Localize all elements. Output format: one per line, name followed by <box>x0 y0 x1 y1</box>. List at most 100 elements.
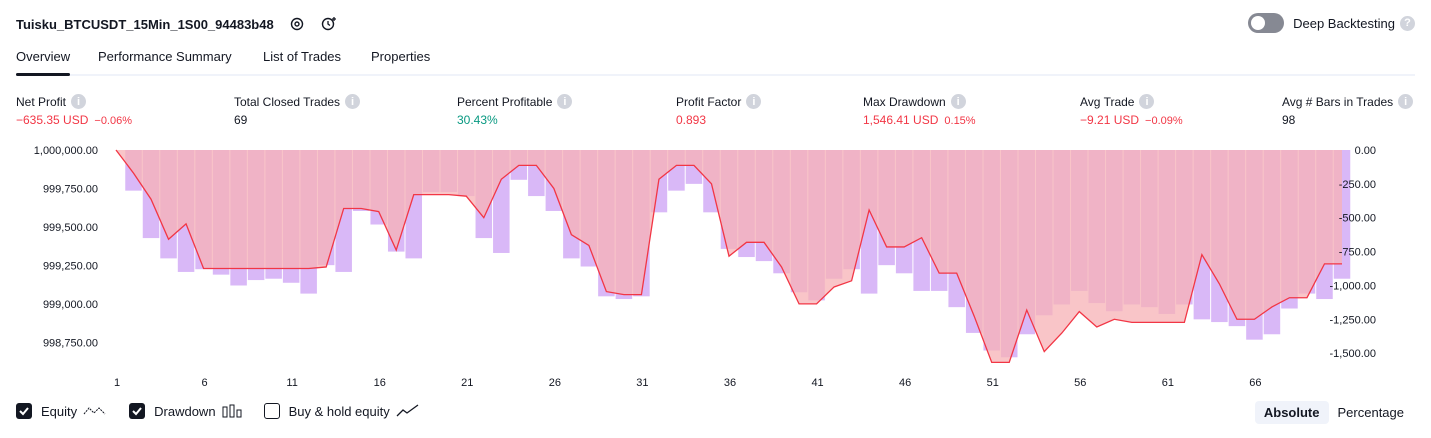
x-tick-label: 1 <box>114 377 120 389</box>
metric-value: 1,546.41 USD 0.15% <box>863 113 976 127</box>
metric-value: −635.35 USD −0.06% <box>16 113 132 127</box>
settings-icon[interactable] <box>288 15 306 33</box>
metric-value: 0.893 <box>676 113 761 127</box>
x-tick-label: 26 <box>549 377 561 389</box>
y-right-tick-label: -500.00 <box>1339 213 1376 225</box>
drawdown-checkbox[interactable] <box>129 403 146 419</box>
add-alert-icon[interactable] <box>320 15 338 33</box>
x-tick-label: 36 <box>724 377 736 389</box>
metric-0: Net Profit i −635.35 USD −0.06% <box>16 94 132 127</box>
equity-glyph-icon <box>83 404 107 418</box>
x-tick-label: 31 <box>636 377 648 389</box>
metric-label-text: Avg Trade <box>1080 94 1135 109</box>
x-tick-label: 46 <box>899 377 911 389</box>
y-left-tick-label: 999,250.00 <box>43 260 98 272</box>
metric-1: Total Closed Trades i 69 <box>234 94 361 127</box>
x-tick-label: 21 <box>461 377 473 389</box>
metric-label-text: Max Drawdown <box>863 94 946 109</box>
buy-hold-label: Buy & hold equity <box>288 403 390 419</box>
x-tick-label: 51 <box>987 377 999 389</box>
help-icon[interactable]: ? <box>1400 15 1415 31</box>
metric-value-text: 69 <box>234 113 248 127</box>
metric-value: 98 <box>1282 113 1413 127</box>
equity-label: Equity <box>41 403 78 419</box>
metric-label: Avg Trade i <box>1080 94 1183 109</box>
buy-hold-checkbox[interactable] <box>263 403 280 419</box>
tab-properties[interactable]: Properties <box>371 49 431 64</box>
x-tick-label: 11 <box>286 377 297 389</box>
metric-4: Max Drawdown i 1,546.41 USD 0.15% <box>863 94 976 127</box>
percentage-button[interactable]: Percentage <box>1337 405 1405 420</box>
info-icon[interactable]: i <box>557 94 573 109</box>
buy-hold-glyph-icon <box>396 404 420 418</box>
metric-label-text: Percent Profitable <box>457 94 553 109</box>
y-right-tick-label: -1,500.00 <box>1330 348 1376 360</box>
x-tick-label: 41 <box>811 377 823 389</box>
y-left-tick-label: 999,750.00 <box>43 183 98 195</box>
info-icon[interactable]: i <box>950 94 966 109</box>
y-left-tick-label: 1,000,000.00 <box>34 145 98 157</box>
x-tick-label: 66 <box>1249 377 1261 389</box>
x-tick-label: 16 <box>374 377 386 389</box>
info-icon[interactable]: i <box>1398 94 1414 109</box>
metric-value: −9.21 USD −0.09% <box>1080 113 1183 127</box>
tab-performance-summary[interactable]: Performance Summary <box>98 49 232 64</box>
y-right-tick-label: 0.00 <box>1355 145 1376 157</box>
tab-list-of-trades[interactable]: List of Trades <box>263 49 342 64</box>
x-tick-label: 61 <box>1162 377 1174 389</box>
deep-backtesting-label: Deep Backtesting <box>1293 15 1395 31</box>
y-left-tick-label: 999,000.00 <box>43 299 98 311</box>
metric-2: Percent Profitable i 30.43% <box>457 94 573 127</box>
metric-label-text: Profit Factor <box>676 94 742 109</box>
legend-drawdown[interactable]: Drawdown <box>129 403 242 419</box>
toggle-knob <box>1251 16 1266 30</box>
equity-drawdown-chart: 1,000,000.00 999,750.00 999,500.00 999,250.… <box>34 145 1376 389</box>
legend-equity[interactable]: Equity <box>16 403 107 419</box>
equity-line <box>115 149 1342 364</box>
strategy-header: Tuisku_BTCUSDT_15Min_1S00_94483b48 <box>16 12 338 36</box>
metric-label: Profit Factor i <box>676 94 762 109</box>
metric-value: 30.43% <box>457 113 572 127</box>
tab-bar: Overview Performance Summary List of Tra… <box>16 46 1415 76</box>
info-icon[interactable]: i <box>345 94 361 109</box>
drawdown-glyph-icon <box>222 404 242 418</box>
absolute-button[interactable]: Absolute <box>1254 401 1329 424</box>
info-icon[interactable]: i <box>746 94 762 109</box>
metric-label: Total Closed Trades i <box>234 94 361 109</box>
deep-backtesting-toggle[interactable] <box>1248 13 1285 33</box>
metric-percent: −0.06% <box>94 115 133 127</box>
metric-5: Avg Trade i −9.21 USD −0.09% <box>1080 94 1183 127</box>
equity-checkbox[interactable] <box>16 403 32 419</box>
metric-value-text: 30.43% <box>457 113 498 127</box>
metric-value-text: −635.35 USD <box>16 113 89 127</box>
metric-value-text: 98 <box>1282 113 1296 127</box>
y-left-tick-label: 998,750.00 <box>43 337 98 349</box>
metric-value-text: 1,546.41 USD <box>863 113 939 127</box>
metric-label-text: Total Closed Trades <box>234 94 341 109</box>
metric-label: Max Drawdown i <box>863 94 976 109</box>
deep-backtesting-control: Deep Backtesting ? <box>1248 13 1415 33</box>
tab-overview[interactable]: Overview <box>16 49 71 76</box>
scale-mode-switch: Absolute Percentage <box>1254 401 1413 424</box>
y-right-tick-label: -250.00 <box>1339 179 1376 191</box>
x-tick-label: 56 <box>1074 377 1086 389</box>
chart-legend: Equity Drawdown Buy & hold equity <box>16 403 442 419</box>
drawdown-label: Drawdown <box>154 403 216 419</box>
metric-value-text: 0.893 <box>676 113 707 127</box>
strategy-title: Tuisku_BTCUSDT_15Min_1S00_94483b48 <box>16 16 274 32</box>
y-right-tick-label: -750.00 <box>1339 247 1376 259</box>
metric-label: Avg # Bars in Trades i <box>1282 94 1414 109</box>
metric-percent: −0.09% <box>1145 115 1183 127</box>
metric-label-text: Net Profit <box>16 94 67 109</box>
info-icon[interactable]: i <box>71 94 87 109</box>
x-tick-label: 6 <box>202 377 208 389</box>
info-icon[interactable]: i <box>1139 94 1155 109</box>
y-left-tick-label: 999,500.00 <box>43 222 98 234</box>
metric-label: Percent Profitable i <box>457 94 573 109</box>
metric-value-text: −9.21 USD <box>1080 113 1140 127</box>
y-right-tick-label: -1,000.00 <box>1330 280 1376 292</box>
metric-6: Avg # Bars in Trades i 98 <box>1282 94 1414 127</box>
legend-buy-hold[interactable]: Buy & hold equity <box>263 403 420 419</box>
metric-value: 69 <box>234 113 360 127</box>
metric-label-text: Avg # Bars in Trades <box>1282 94 1394 109</box>
